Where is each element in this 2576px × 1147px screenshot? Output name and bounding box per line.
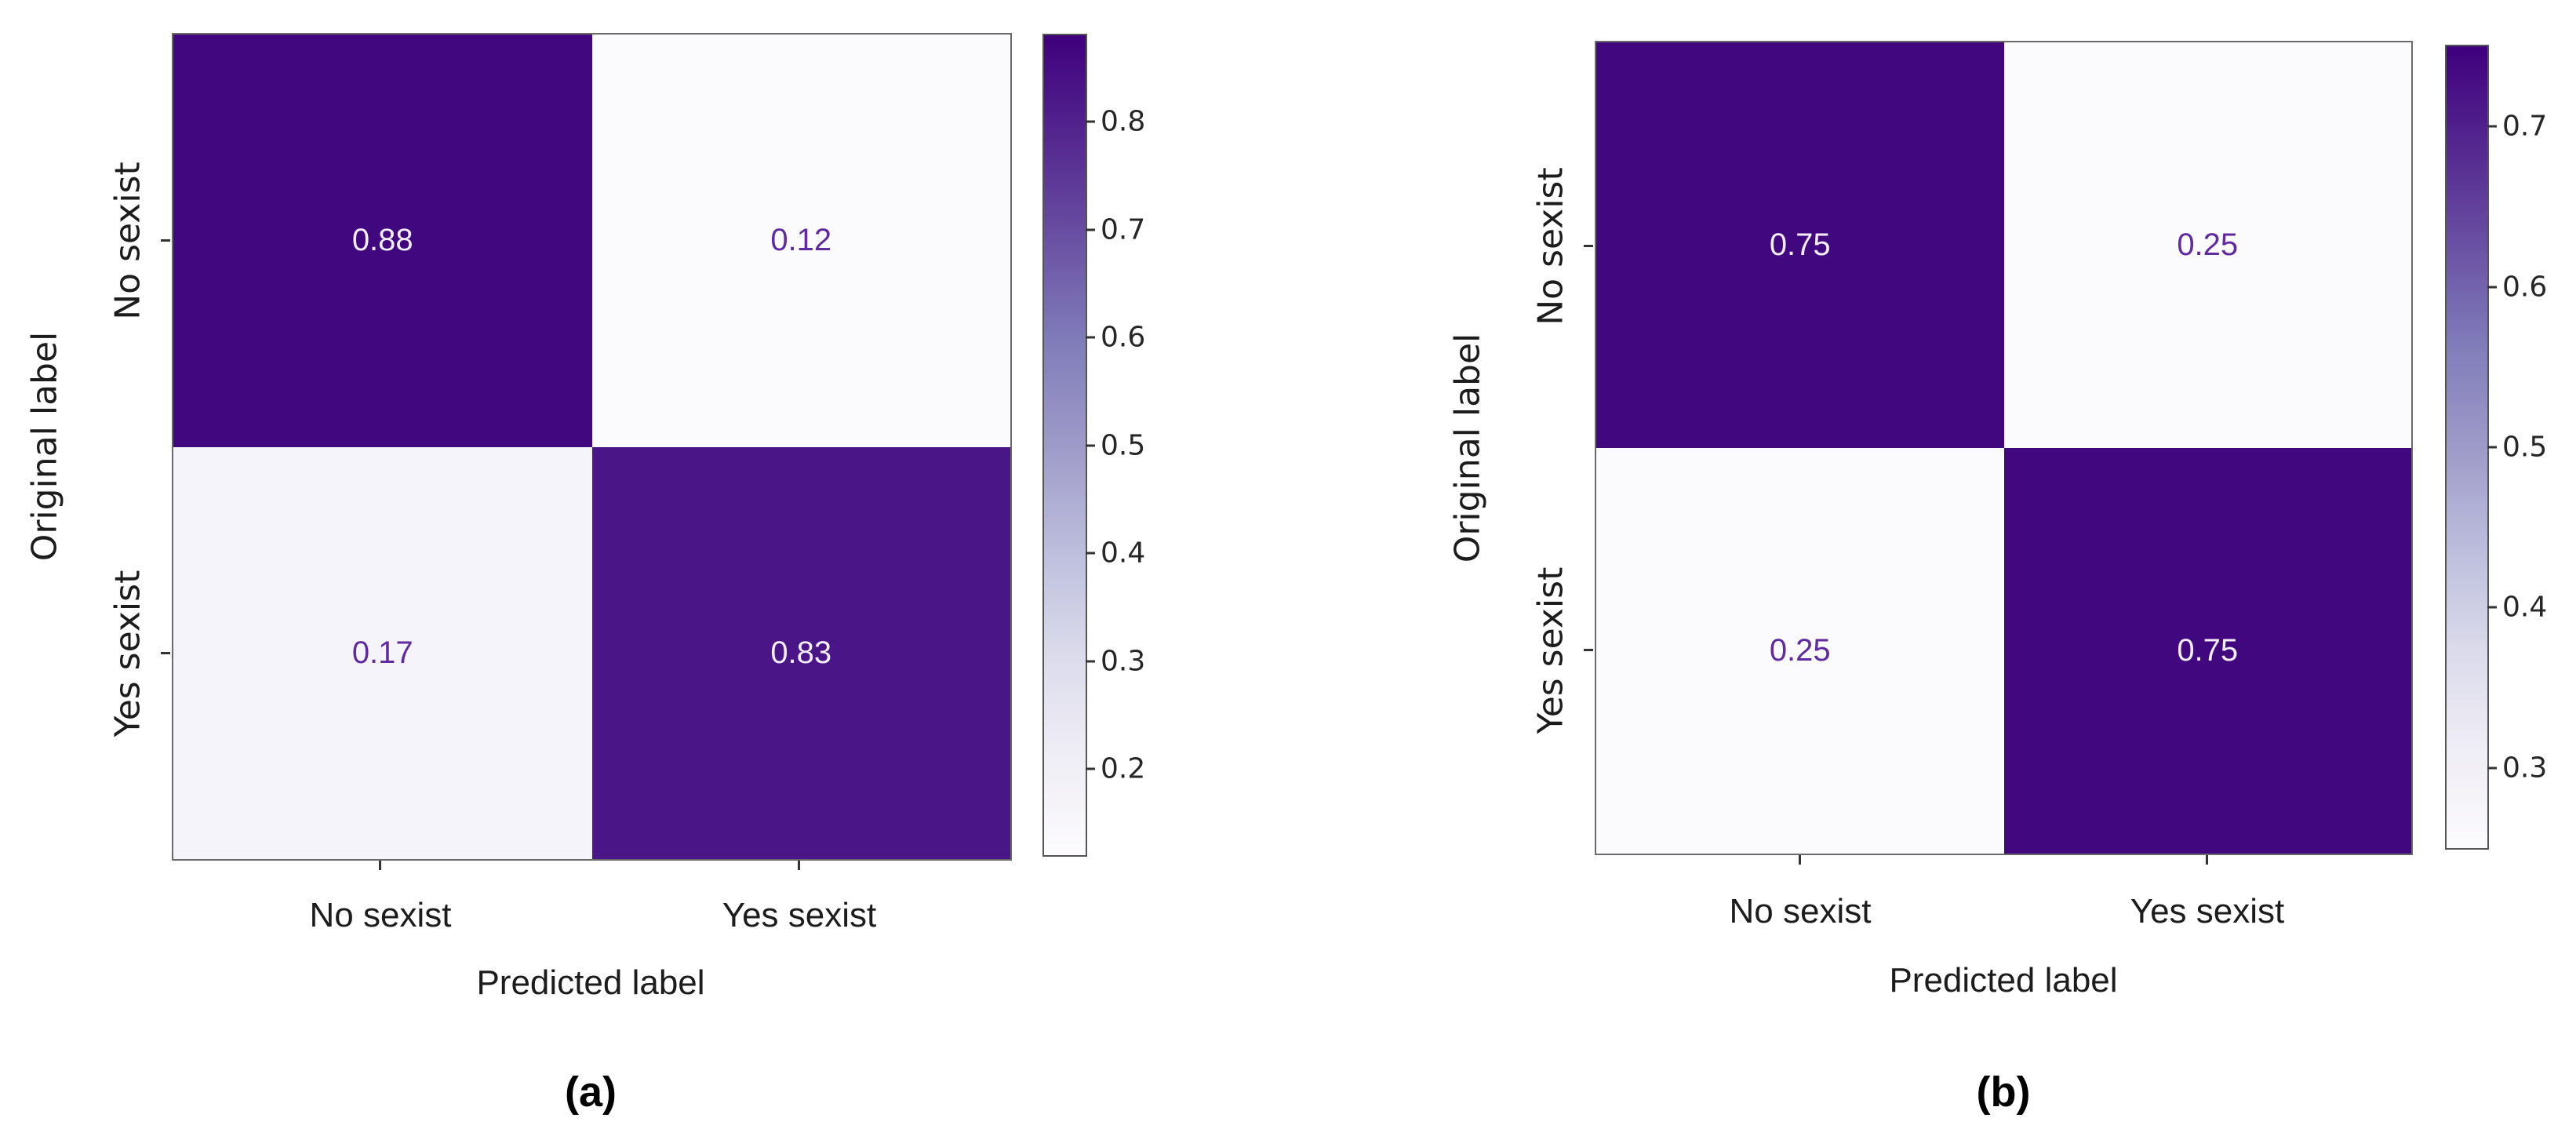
heatmap-cell-a-r0c1: 0.12 xyxy=(591,35,1010,447)
x-tick-label-a-0: No sexist xyxy=(309,896,452,934)
colorbar-tick: 0.4 xyxy=(1086,537,1145,570)
colorbar-tick: 0.7 xyxy=(1086,213,1145,246)
heatmap-cell-a-r1c1: 0.83 xyxy=(591,446,1010,859)
subfigure-caption-b: (b) xyxy=(1976,1069,2031,1116)
colorbar-tick-mark xyxy=(1086,120,1095,123)
y-axis-tick xyxy=(1584,245,1593,247)
colorbar-tick-label: 0.8 xyxy=(1101,105,1146,138)
x-axis-tick xyxy=(1799,855,1801,865)
colorbar-tick-mark xyxy=(1086,552,1095,555)
colorbar-tick: 0.5 xyxy=(2487,431,2547,464)
y-tick-label-b-0: No sexist xyxy=(1530,167,1571,326)
colorbar-tick: 0.2 xyxy=(1086,753,1145,785)
heatmap-cell-b-r1c0: 0.25 xyxy=(1596,448,2004,854)
heatmap-cell-b-r0c0: 0.75 xyxy=(1596,42,2004,448)
y-axis-tick xyxy=(1584,649,1593,651)
colorbar-tick-label: 0.6 xyxy=(2502,271,2548,304)
colorbar-tick: 0.6 xyxy=(1086,322,1145,354)
colorbar-tick-mark xyxy=(2487,446,2497,449)
y-axis-tick xyxy=(161,239,170,242)
x-axis-title-a: Predicted label xyxy=(476,963,705,1002)
heatmap-cell-a-r0c0: 0.88 xyxy=(173,35,592,447)
colorbar-tick-label: 0.5 xyxy=(1101,429,1146,461)
x-tick-label-b-0: No sexist xyxy=(1729,892,1872,930)
colorbar-tick-label: 0.5 xyxy=(2502,431,2548,464)
cell-value: 0.75 xyxy=(2177,633,2239,668)
colorbar-tick-label: 0.6 xyxy=(1101,321,1146,354)
colorbar-b: 0.7 0.6 0.5 0.4 0.3 xyxy=(2445,45,2547,850)
cell-value: 0.83 xyxy=(770,635,832,670)
cell-value: 0.75 xyxy=(1769,228,1831,262)
colorbar-tick-mark xyxy=(1086,228,1095,231)
subfigure-caption-a: (a) xyxy=(565,1069,617,1116)
colorbar-tick-label: 0.7 xyxy=(1101,213,1146,246)
cell-value: 0.17 xyxy=(351,635,413,670)
x-axis-title-b: Predicted label xyxy=(1889,961,2118,1000)
y-tick-label-a-1: Yes sexist xyxy=(107,570,148,737)
colorbar-tick: 0.7 xyxy=(2487,111,2547,143)
x-axis-tick xyxy=(2206,855,2208,865)
cell-value: 0.25 xyxy=(2177,228,2239,262)
colorbar-tick-mark xyxy=(2487,606,2497,609)
colorbar-tick-label: 0.4 xyxy=(2502,591,2548,624)
colorbar-tick: 0.5 xyxy=(1086,429,1145,461)
x-tick-label-a-1: Yes sexist xyxy=(722,896,877,934)
colorbar-tick-label: 0.3 xyxy=(1101,645,1146,677)
colorbar-tick: 0.3 xyxy=(2487,752,2547,784)
colorbar-tick: 0.4 xyxy=(2487,592,2547,624)
colorbar-tick-mark xyxy=(2487,766,2497,770)
x-axis-tick xyxy=(798,861,800,870)
colorbar-tick-label: 0.2 xyxy=(1101,752,1146,785)
colorbar-tick: 0.6 xyxy=(2487,271,2547,303)
colorbar-tick-mark xyxy=(1086,767,1095,770)
confusion-matrix-a: 0.88 0.12 0.17 0.83 xyxy=(172,33,1012,861)
colorbar-tick-label: 0.7 xyxy=(2502,110,2548,143)
colorbar-a: 0.8 0.7 0.6 0.5 0.4 0.3 0.2 xyxy=(1042,34,1145,857)
heatmap-cell-b-r1c1: 0.75 xyxy=(2003,448,2411,854)
cell-value: 0.12 xyxy=(770,223,832,258)
heatmap-cell-b-r0c1: 0.25 xyxy=(2003,42,2411,448)
y-axis-title-b: Original label xyxy=(1447,333,1488,563)
colorbar-tick-label: 0.3 xyxy=(2502,752,2548,785)
colorbar-tick-mark xyxy=(2487,286,2497,289)
cell-value: 0.25 xyxy=(1769,633,1831,668)
colorbar-tick-mark xyxy=(1086,660,1095,662)
heatmap-cell-a-r1c0: 0.17 xyxy=(173,446,592,859)
colorbar-tick-mark xyxy=(1086,336,1095,339)
x-tick-label-b-1: Yes sexist xyxy=(2130,892,2285,930)
y-tick-label-a-0: No sexist xyxy=(107,162,148,320)
colorbar-tick-mark xyxy=(2487,125,2497,128)
y-tick-label-b-1: Yes sexist xyxy=(1530,566,1571,734)
colorbar-tick: 0.3 xyxy=(1086,645,1145,677)
confusion-matrix-b: 0.75 0.25 0.25 0.75 xyxy=(1595,41,2413,855)
y-axis-tick xyxy=(161,652,170,654)
cell-value: 0.88 xyxy=(351,223,413,258)
colorbar-tick: 0.8 xyxy=(1086,106,1145,138)
colorbar-tick-mark xyxy=(1086,444,1095,446)
x-axis-tick xyxy=(379,861,381,870)
colorbar-tick-label: 0.4 xyxy=(1101,537,1146,570)
y-axis-title-a: Original label xyxy=(24,331,65,562)
